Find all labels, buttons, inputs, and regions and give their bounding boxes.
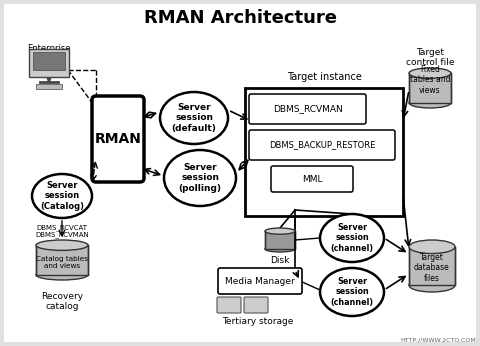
FancyBboxPatch shape [36,245,88,275]
Text: Target instance: Target instance [287,72,361,82]
Ellipse shape [409,68,451,79]
Ellipse shape [409,240,455,254]
FancyBboxPatch shape [409,247,455,285]
Text: MML: MML [302,174,322,183]
Text: Server
session
(channel): Server session (channel) [330,223,373,253]
Text: Recovery
catalog: Recovery catalog [41,292,83,311]
FancyBboxPatch shape [271,166,353,192]
FancyBboxPatch shape [244,297,268,313]
Ellipse shape [409,279,455,292]
Ellipse shape [164,150,236,206]
Text: Server
session
(Catalog): Server session (Catalog) [40,181,84,211]
FancyBboxPatch shape [249,130,395,160]
Ellipse shape [160,92,228,144]
FancyBboxPatch shape [245,88,403,216]
Ellipse shape [265,246,295,252]
Text: Server
session
(default): Server session (default) [171,103,216,133]
FancyBboxPatch shape [265,231,295,249]
Text: Fixed
tables and
views: Fixed tables and views [410,65,450,95]
FancyBboxPatch shape [92,96,144,182]
Text: Media Manager: Media Manager [225,276,295,285]
Text: Server
session
(channel): Server session (channel) [330,277,373,307]
Text: RMAN: RMAN [95,132,142,146]
FancyBboxPatch shape [29,49,69,77]
Text: DBMS_RCVMAN: DBMS_RCVMAN [273,104,342,113]
Text: Target
database
files: Target database files [414,253,450,283]
Text: Catalog tables
and views: Catalog tables and views [36,255,88,268]
Ellipse shape [265,228,295,234]
Text: DBMS_BACKUP_RESTORE: DBMS_BACKUP_RESTORE [269,140,375,149]
Text: Manager: Manager [31,50,68,59]
Ellipse shape [320,214,384,262]
FancyBboxPatch shape [4,4,476,342]
Text: RMAN Architecture: RMAN Architecture [144,9,336,27]
Ellipse shape [320,268,384,316]
Text: Enterprise: Enterprise [27,44,71,53]
Text: Target
control file: Target control file [406,48,454,67]
Ellipse shape [409,98,451,108]
FancyBboxPatch shape [409,73,451,103]
Text: Server
session
(polling): Server session (polling) [179,163,221,193]
FancyBboxPatch shape [36,84,62,89]
FancyBboxPatch shape [217,297,241,313]
Ellipse shape [36,270,88,280]
Text: DBMS_RCVCAT
DBMS_RCVMAN: DBMS_RCVCAT DBMS_RCVMAN [35,224,89,238]
FancyBboxPatch shape [33,52,65,70]
Ellipse shape [36,240,88,251]
Ellipse shape [32,174,92,218]
FancyBboxPatch shape [218,268,302,294]
Text: HTTP://WWW.2CTO.COM: HTTP://WWW.2CTO.COM [400,337,476,342]
Text: Disk: Disk [270,256,290,265]
FancyBboxPatch shape [249,94,366,124]
Text: Tertiary storage: Tertiary storage [222,317,294,326]
